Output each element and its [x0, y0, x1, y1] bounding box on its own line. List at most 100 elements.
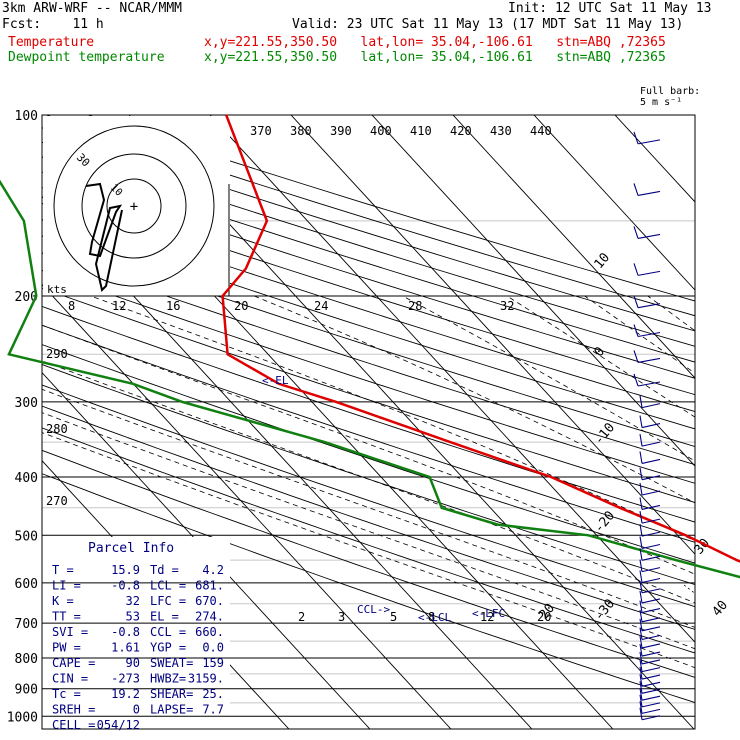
- right-temp-tick-label: 40: [710, 598, 732, 620]
- dry-adiabat: [42, 171, 695, 379]
- wind-barb: [639, 609, 661, 623]
- wind-barb-staff: [641, 702, 661, 708]
- wind-barb-staff: [641, 715, 661, 721]
- plot-frame: [41, 114, 696, 730]
- parcel-info-value: 1.61: [111, 641, 140, 655]
- wind-barb-flag: [639, 451, 643, 464]
- parcel-info-key-2: SHEAR=: [150, 687, 193, 701]
- hodograph-axis-label: 12: [112, 299, 126, 313]
- wind-barb: [633, 324, 661, 338]
- wind-barb-flag: [639, 643, 643, 657]
- wind-barb: [639, 643, 661, 657]
- parcel-info-title: Parcel Info: [88, 541, 174, 556]
- parcel-info-key: Tc =: [52, 687, 81, 701]
- parcel-info-key: CELL =: [52, 718, 95, 732]
- wind-barb: [633, 295, 661, 309]
- wind-barb-staff: [637, 331, 661, 338]
- wind-barb-staff: [641, 643, 661, 649]
- theta-label: 430: [490, 124, 512, 138]
- wind-barb-flag: [639, 694, 643, 707]
- wind-barb-flag: [639, 548, 643, 561]
- moist-adiabat: [506, 295, 695, 418]
- dry-adiabat: [42, 405, 695, 630]
- wind-barb-staff: [641, 626, 661, 632]
- moist-adiabat: [42, 360, 695, 604]
- wind-barb-staff: [641, 423, 661, 429]
- pressure-tick-label: 400: [15, 471, 38, 486]
- parcel-info-key: TT =: [52, 610, 81, 624]
- mixing-ratio-label: 8: [428, 610, 435, 624]
- wind-barb-flag: [639, 707, 643, 720]
- wind-barb: [633, 131, 661, 145]
- wind-barb-staff: [641, 617, 661, 623]
- parcel-info-value: 054/12: [97, 718, 140, 732]
- wind-barb: [639, 511, 661, 524]
- wind-barb-staff: [637, 381, 661, 387]
- wind-barb-flag: [633, 183, 639, 196]
- wind-barb-staff: [637, 233, 661, 239]
- header: 3km ARW-WRF -- NCAR/MMM Init: 12 UTC Sat…: [0, 0, 740, 65]
- wind-barb-staff: [637, 303, 661, 309]
- wind-barb: [639, 548, 661, 561]
- wind-barb-flag: [639, 590, 643, 603]
- moist-adiabat: [42, 388, 695, 628]
- dewpoint-legend-label: Dewpoint temperature: [8, 50, 165, 65]
- parcel-info-key: SVI =: [52, 625, 88, 639]
- wind-barb-flag: [639, 627, 643, 640]
- wind-barb: [639, 497, 661, 510]
- dry-adiabat: [42, 187, 695, 396]
- parcel-info-value: -0.8: [111, 625, 140, 639]
- parcel-info-key-2: HWBZ=: [150, 672, 186, 686]
- parcel-info-value: 0: [133, 703, 140, 717]
- dewpoint-legend-info: x,y=221.55,350.50 lat,lon= 35.04,-106.61…: [204, 50, 666, 65]
- dry-adiabat: [42, 363, 695, 586]
- hodograph-axis-label: 8: [68, 299, 75, 313]
- wind-barb-staff: [641, 651, 661, 657]
- wind-barb-staff: [641, 681, 661, 687]
- parcel-info-value-2: 159: [202, 656, 224, 670]
- hodograph-trace: [85, 182, 123, 292]
- wind-barb: [633, 183, 661, 196]
- wind-barb-staff: [641, 567, 661, 573]
- wind-barb-flag: [639, 651, 643, 665]
- moist-adiabat: [254, 295, 695, 504]
- parcel-info-value: -0.8: [111, 579, 140, 593]
- wind-barb-flag: [639, 482, 643, 496]
- dry-adiabat: [42, 252, 695, 466]
- wind-barb-staff: [637, 139, 661, 145]
- wind-barb-flag: [639, 609, 643, 622]
- wind-barb-staff: [641, 458, 661, 464]
- parcel-info-key-2: YGP =: [150, 641, 186, 655]
- parcel-info-key-2: CCL =: [150, 625, 186, 639]
- parcel-info-value-2: 7.7: [202, 703, 224, 717]
- dry-adiabat: [42, 473, 695, 704]
- wind-barb-staff: [641, 688, 661, 694]
- wind-barb: [633, 263, 661, 276]
- wind-barb-flag: [639, 434, 643, 447]
- parcel-info-key: PW =: [52, 641, 81, 655]
- wind-barb-flag: [639, 618, 643, 631]
- mixing-ratio-label: 3: [338, 610, 345, 624]
- plot-area: [42, 115, 695, 729]
- moist-adiabat: [647, 295, 695, 332]
- wind-barb: [639, 415, 661, 429]
- isotherm: [42, 724, 47, 729]
- right-temp-tick-label: -30: [592, 596, 619, 624]
- parcel-info-key-2: LAPSE=: [150, 703, 193, 717]
- hodograph-ring-mid: [81, 153, 187, 259]
- isotherm: [290, 115, 695, 555]
- hodograph-axis-label: 24: [314, 299, 328, 313]
- moist-adiabat: [42, 432, 695, 669]
- wind-barb-flag: [633, 263, 639, 276]
- el-annotation: <-EL: [262, 374, 289, 387]
- wind-barb: [639, 618, 661, 632]
- barb-legend: Full barb: 5 m s⁻¹: [640, 86, 700, 108]
- wind-barb-staff: [641, 403, 661, 409]
- temperature-legend-label: Temperature: [8, 35, 95, 50]
- wind-barb: [639, 701, 661, 714]
- parcel-info-key-2: Td =: [150, 563, 179, 577]
- isotherm: [533, 115, 695, 291]
- dry-adiabat: [42, 427, 695, 654]
- dry-adiabat: [42, 235, 695, 448]
- wind-barb-staff: [641, 588, 661, 594]
